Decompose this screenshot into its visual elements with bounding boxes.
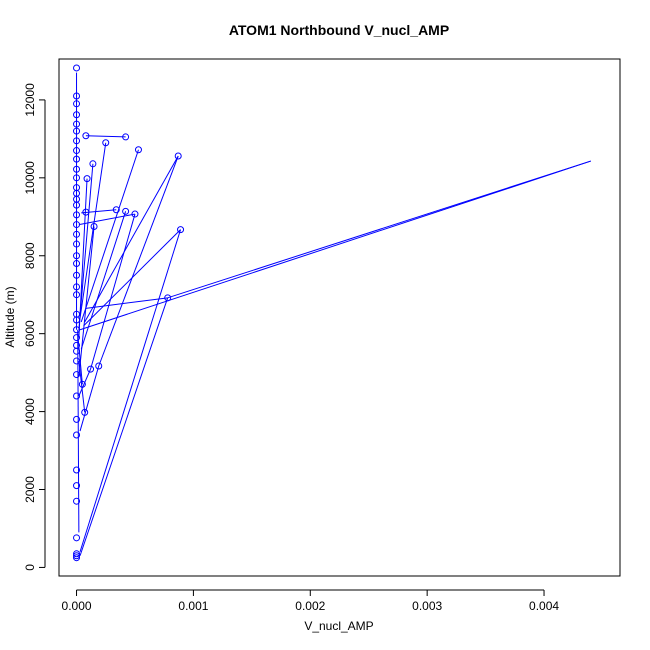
series-line-segment <box>78 360 86 413</box>
data-point <box>73 283 81 291</box>
data-point <box>73 165 81 173</box>
x-tick-label: 0.001 <box>178 599 208 613</box>
data-point <box>73 326 81 334</box>
data-point <box>164 294 172 302</box>
data-point <box>73 550 81 558</box>
data-point <box>131 210 139 218</box>
data-point <box>73 482 81 490</box>
series-line-segment <box>78 213 136 226</box>
y-tick-label: 6000 <box>23 320 37 347</box>
y-axis: 0 2000 4000 6000 8000 10000 12000 <box>23 83 46 571</box>
data-point <box>73 392 81 400</box>
y-tick-label: 12000 <box>23 83 37 117</box>
y-tick-label: 2000 <box>23 476 37 503</box>
data-point <box>87 365 95 373</box>
series-line-segment <box>77 329 80 533</box>
data-point <box>73 316 81 324</box>
x-axis: 0.000 0.001 0.002 0.003 0.004 <box>62 589 559 613</box>
data-point <box>73 431 81 439</box>
series-line-segment <box>83 229 181 327</box>
data-point <box>102 139 110 147</box>
data-point <box>73 271 81 279</box>
data-point <box>134 146 142 154</box>
data-point <box>73 534 81 542</box>
data-point <box>89 160 97 168</box>
data-point <box>95 362 103 370</box>
data-point <box>174 152 182 160</box>
data-point <box>73 230 81 238</box>
data-point <box>122 207 130 215</box>
data-point <box>83 175 91 183</box>
data-point <box>73 291 81 299</box>
data-point <box>73 127 81 135</box>
data-point <box>73 92 81 100</box>
chart-title: ATOM1 Northbound V_nucl_AMP <box>229 22 449 38</box>
data-point <box>73 334 81 342</box>
data-point <box>78 380 86 388</box>
series-line-segment <box>90 213 136 370</box>
data-point <box>73 552 81 560</box>
y-tick-label: 4000 <box>23 398 37 425</box>
series-line-segment <box>79 229 182 552</box>
data-point <box>112 206 120 214</box>
series-line-segment <box>80 149 139 323</box>
data-point <box>73 100 81 108</box>
data-point <box>73 64 81 72</box>
plot-frame <box>58 58 621 577</box>
series-line-segment <box>78 178 88 338</box>
series-lines <box>76 72 591 556</box>
data-point <box>73 174 81 182</box>
data-point <box>73 497 81 505</box>
data-point <box>73 371 81 379</box>
x-tick-label: 0.004 <box>529 599 559 613</box>
y-tick-label: 8000 <box>23 242 37 269</box>
series-line-segment <box>79 142 107 319</box>
x-tick-label: 0.000 <box>62 599 92 613</box>
series-line-segment <box>78 226 95 377</box>
data-point <box>122 133 130 141</box>
data-point <box>82 132 90 140</box>
series-line-segment <box>79 160 591 331</box>
y-tick-label: 10000 <box>23 161 37 195</box>
data-point <box>73 221 81 229</box>
data-point <box>73 240 81 248</box>
data-point <box>90 223 98 231</box>
series-line-segment <box>85 135 126 138</box>
data-point <box>73 347 81 355</box>
data-point <box>177 226 185 234</box>
data-point <box>73 120 81 128</box>
data-point <box>73 137 81 145</box>
data-point <box>73 111 81 119</box>
data-point <box>73 155 81 163</box>
series-line-segment <box>79 297 169 556</box>
series-line-segment <box>78 163 94 330</box>
series-points <box>73 64 185 562</box>
series-line-segment <box>98 155 179 367</box>
data-point <box>73 211 81 219</box>
y-axis-label: Altitude (m) <box>3 286 17 347</box>
series-line-segment <box>77 333 83 385</box>
series-line-segment <box>79 365 100 432</box>
data-point <box>82 208 90 216</box>
x-tick-label: 0.003 <box>412 599 442 613</box>
series-line-segment <box>80 211 127 350</box>
y-tick-label: 0 <box>23 564 37 571</box>
series-line-segment <box>81 209 117 214</box>
series-line-segment <box>84 155 179 323</box>
data-point <box>73 260 81 268</box>
data-point <box>81 408 89 416</box>
data-point <box>73 415 81 423</box>
series-line-segment <box>167 160 591 299</box>
series-line-segment <box>85 297 168 309</box>
x-tick-label: 0.002 <box>295 599 325 613</box>
data-point <box>73 252 81 260</box>
data-point <box>73 201 81 209</box>
data-point <box>73 147 81 155</box>
data-point <box>73 357 81 365</box>
data-point <box>73 466 81 474</box>
data-point <box>73 554 81 562</box>
x-axis-label: V_nucl_AMP <box>304 619 373 633</box>
